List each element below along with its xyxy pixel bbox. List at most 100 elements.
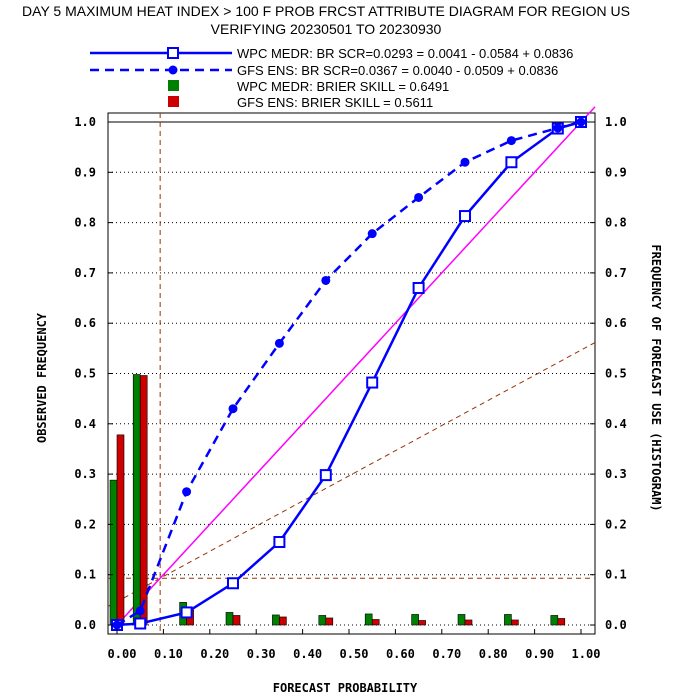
y2-tick-label-3: 0.3: [605, 467, 627, 481]
series-lines: [111, 116, 587, 631]
x-tick-label-1: 0.10: [154, 647, 183, 661]
reference-lines: [107, 106, 596, 634]
gfs-point-1: [135, 606, 145, 616]
y2-axis-label: FREQUENCY OF FORECAST USE (HISTOGRAM): [649, 244, 663, 511]
y2-tick-label-0: 0.0: [605, 618, 627, 632]
gfs-point-8: [460, 157, 470, 167]
wpc-point-5: [319, 469, 332, 482]
gfs-point-7: [414, 192, 424, 202]
x-tick-label-2: 0.20: [200, 647, 229, 661]
wpc-point-8: [459, 210, 471, 223]
legend: WPC MEDR: BR SCR=0.0293 = 0.0041 - 0.058…: [90, 46, 573, 110]
x-tick-label-5: 0.50: [340, 647, 369, 661]
y-tick-label-7: 0.7: [74, 266, 96, 280]
x-tick-label-10: 1.00: [572, 647, 601, 661]
legend-wpc-marker: [167, 47, 179, 59]
gfs-point-9: [506, 136, 516, 146]
wpc-histogram-bar-4: [272, 614, 280, 626]
legend-wpc-skill-label: WPC MEDR: BRIER SKILL = 0.6491: [237, 79, 449, 94]
wpc-point-1: [134, 617, 147, 630]
legend-gfs-label: GFS ENS: BR SCR=0.0367 = 0.0040 - 0.0509…: [237, 63, 558, 78]
y-axis-ticks: 0.0 0.1 0.2 0.3 0.4 0.5 0.6 0.7 0.8 0.9 1.0: [74, 115, 113, 632]
y-tick-label-1: 0.1: [74, 568, 96, 582]
y-tick-label-6: 0.6: [74, 316, 96, 330]
gfs-histogram-bar-9: [511, 619, 519, 626]
wpc-histogram-bar-7: [411, 614, 419, 626]
x-tick-label-8: 0.80: [479, 647, 508, 661]
y-tick-label-0: 0.0: [74, 618, 96, 632]
legend-gfs-marker: [168, 65, 178, 75]
wpc-histogram-bar-6: [364, 613, 373, 626]
y2-tick-label-10: 1.0: [605, 115, 627, 129]
gfs-point-10: [553, 123, 563, 133]
gfs-histogram-bar-5: [325, 617, 334, 626]
legend-gfs-swatch: [168, 96, 179, 107]
x-tick-label-9: 0.90: [525, 647, 554, 661]
gfs-reliability-line: [116, 120, 582, 627]
gfs-point-0: [112, 620, 122, 630]
y2-tick-label-4: 0.4: [605, 417, 627, 431]
gfs-point-2: [182, 487, 192, 497]
y2-axis-ticks: 0.0 0.1 0.2 0.3 0.4 0.5 0.6 0.7 0.8 0.9 1.0: [590, 115, 627, 632]
gfs-histogram-bar-6: [371, 619, 380, 626]
y-tick-label-5: 0.5: [74, 367, 96, 381]
chart-title-line2: VERIFYING 20230501 TO 20230930: [211, 21, 442, 37]
y-tick-label-3: 0.3: [74, 467, 96, 481]
gfs-histogram-bar-10: [557, 618, 566, 626]
x-tick-label-4: 0.40: [293, 647, 322, 661]
y-tick-label-4: 0.4: [74, 417, 96, 431]
legend-gfs-skill-label: GFS ENS: BRIER SKILL = 0.5611: [237, 95, 433, 110]
wpc-point-2: [180, 606, 193, 619]
x-tick-label-7: 0.70: [432, 647, 461, 661]
wpc-point-6: [366, 376, 379, 389]
y2-tick-label-5: 0.5: [605, 367, 627, 381]
y2-tick-label-9: 0.9: [605, 165, 627, 179]
gfs-histogram-bar-7: [418, 620, 426, 626]
x-tick-label-0: 0.00: [108, 647, 137, 661]
y2-tick-label-2: 0.2: [605, 517, 627, 531]
legend-wpc-label: WPC MEDR: BR SCR=0.0293 = 0.0041 - 0.058…: [237, 46, 573, 61]
wpc-histogram-bar-1: [132, 374, 141, 626]
x-tick-label-6: 0.60: [386, 647, 415, 661]
wpc-histogram-bar-9: [504, 614, 512, 626]
gfs-histogram-bar-0: [116, 434, 125, 626]
x-axis-label: FORECAST PROBABILITY: [273, 681, 418, 695]
y2-tick-label-8: 0.8: [605, 216, 627, 230]
wpc-histogram-bar-3: [225, 612, 234, 626]
y2-tick-label-6: 0.6: [605, 316, 627, 330]
gfs-histogram-bar-8: [464, 619, 473, 626]
y2-tick-label-7: 0.7: [605, 266, 627, 280]
perfect-reliability-line: [116, 106, 596, 626]
legend-wpc-swatch: [168, 80, 179, 91]
gfs-histogram-bar-3: [232, 615, 241, 626]
wpc-point-4: [273, 536, 286, 549]
x-axis-ticks: 0.00 0.10 0.20 0.30 0.40 0.50 0.60 0.70 0.80 0.90…: [108, 629, 601, 661]
wpc-histogram-bar-5: [318, 615, 327, 626]
y-tick-label-10: 1.0: [74, 115, 96, 129]
y-tick-label-8: 0.8: [74, 216, 96, 230]
y-tick-label-2: 0.2: [74, 517, 96, 531]
wpc-histogram-bar-0: [109, 479, 118, 626]
y-tick-label-9: 0.9: [74, 165, 96, 179]
gfs-point-3: [228, 404, 238, 414]
wpc-histogram-bar-8: [457, 614, 466, 626]
y-axis-label: OBSERVED FREQUENCY: [35, 312, 49, 443]
gfs-histogram-bar-1: [139, 375, 148, 626]
chart-title-line1: DAY 5 MAXIMUM HEAT INDEX > 100 F PROB FR…: [22, 3, 630, 19]
gfs-histogram-bar-4: [279, 616, 287, 626]
no-skill-line: [107, 342, 596, 607]
wpc-point-9: [505, 156, 518, 169]
wpc-point-3: [227, 577, 239, 590]
gfs-point-11: [576, 117, 586, 127]
gfs-point-6: [367, 229, 377, 239]
histogram-bars: [109, 374, 566, 626]
wpc-point-7: [412, 281, 425, 294]
gfs-point-5: [321, 275, 331, 285]
gfs-point-4: [274, 338, 284, 348]
wpc-reliability-line: [116, 120, 582, 627]
wpc-histogram-bar-10: [550, 615, 559, 626]
gridlines: [108, 121, 595, 626]
y2-tick-label-1: 0.1: [605, 568, 627, 582]
x-tick-label-3: 0.30: [247, 647, 276, 661]
